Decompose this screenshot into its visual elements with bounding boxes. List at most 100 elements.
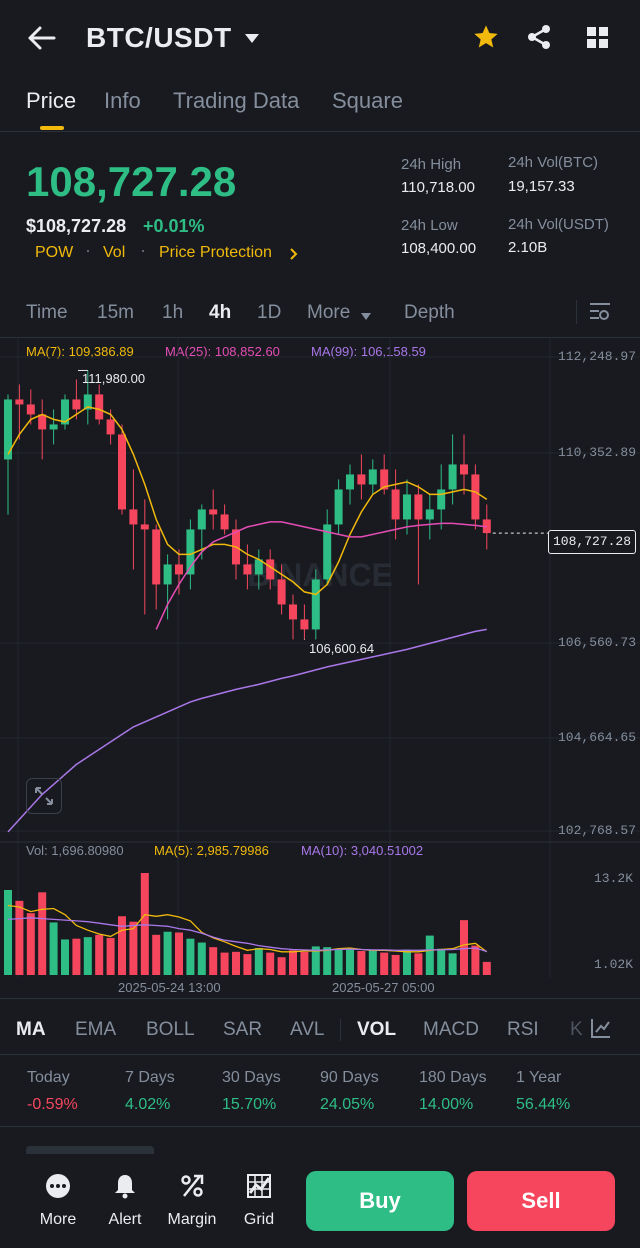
tag-pow[interactable]: POW bbox=[35, 244, 74, 261]
volume-bar bbox=[38, 892, 47, 975]
grid-button[interactable]: Grid bbox=[229, 1172, 289, 1229]
more-button[interactable]: More bbox=[28, 1172, 88, 1229]
volume-bar bbox=[175, 932, 183, 975]
grid-bot-icon bbox=[247, 1174, 271, 1198]
timeframe-1h[interactable]: 1h bbox=[162, 302, 184, 323]
ma7-line bbox=[7, 406, 488, 596]
more-dots-icon bbox=[46, 1174, 70, 1198]
more-dropdown-icon[interactable] bbox=[360, 308, 372, 326]
candle-body bbox=[72, 399, 81, 410]
chart-settings-icon[interactable] bbox=[589, 302, 611, 327]
alert-label: Alert bbox=[108, 1211, 142, 1228]
volume-bar bbox=[106, 937, 115, 975]
volume-bar bbox=[266, 952, 275, 975]
tab-price[interactable]: Price bbox=[26, 88, 77, 113]
vol-btc-value: 19,157.33 bbox=[508, 178, 575, 195]
low-value: 108,400.00 bbox=[401, 240, 477, 257]
ma25-line bbox=[155, 521, 487, 630]
candle-body bbox=[186, 529, 195, 575]
volume-bar bbox=[186, 938, 195, 975]
candle-body bbox=[266, 559, 275, 580]
candle-body bbox=[95, 394, 104, 420]
last-price: 108,727.28 bbox=[26, 158, 237, 205]
margin-button[interactable]: Margin bbox=[162, 1172, 222, 1229]
candle-body bbox=[448, 464, 457, 490]
grid-layout-icon[interactable] bbox=[586, 26, 610, 55]
candle-body bbox=[357, 474, 366, 485]
pair-dropdown-icon[interactable] bbox=[244, 32, 260, 50]
percent-icon bbox=[181, 1174, 204, 1197]
timeframe-4h[interactable]: 4h bbox=[209, 302, 232, 323]
volume-bar bbox=[277, 957, 286, 975]
volume-bar bbox=[83, 937, 92, 975]
chevron-right-icon[interactable] bbox=[289, 247, 299, 265]
margin-label: Margin bbox=[167, 1211, 217, 1228]
timeframe-1d[interactable]: 1D bbox=[257, 302, 282, 323]
candle-body bbox=[380, 469, 389, 490]
price-axis-label: 104,664.65 bbox=[558, 730, 637, 745]
candle-body bbox=[106, 419, 115, 435]
candle-body bbox=[403, 494, 411, 520]
volume-bar bbox=[163, 931, 172, 975]
volume-bar bbox=[95, 934, 104, 975]
candle-body bbox=[425, 509, 434, 520]
favorite-star-icon[interactable] bbox=[472, 23, 500, 56]
indicator-settings-icon[interactable] bbox=[590, 1017, 620, 1043]
sell-label: Sell bbox=[521, 1188, 561, 1213]
volume-bar bbox=[368, 950, 377, 975]
volume-axis-top: 13.2K bbox=[594, 871, 634, 886]
volume-bar bbox=[403, 949, 411, 975]
alert-button[interactable]: Alert bbox=[95, 1172, 155, 1229]
tab-info[interactable]: Info bbox=[104, 88, 141, 113]
buy-button[interactable]: Buy bbox=[306, 1171, 454, 1231]
indicator-avl[interactable]: AVL bbox=[290, 1019, 325, 1040]
candle-body bbox=[4, 399, 12, 460]
timeframe-time[interactable]: Time bbox=[26, 302, 68, 323]
indicator-ema[interactable]: EMA bbox=[75, 1019, 117, 1040]
volume-bar bbox=[482, 961, 491, 975]
volume-bar bbox=[425, 935, 434, 975]
vol-ma10-legend: MA(10): 3,040.51002 bbox=[301, 843, 424, 858]
sell-button[interactable]: Sell bbox=[467, 1171, 615, 1231]
grid-label: Grid bbox=[243, 1211, 275, 1228]
pair-title[interactable]: BTC/USDT bbox=[86, 22, 232, 53]
timeframe-15m[interactable]: 15m bbox=[97, 302, 134, 323]
candle-body bbox=[334, 489, 343, 525]
candle-body bbox=[346, 474, 354, 490]
volume-legend: Vol: 1,696.80980 bbox=[26, 843, 124, 858]
tab-square[interactable]: Square bbox=[332, 88, 403, 113]
tab-trading-data[interactable]: Trading Data bbox=[173, 88, 300, 113]
candle-body bbox=[220, 514, 229, 530]
indicator-divider bbox=[340, 1019, 341, 1041]
indicator-sar[interactable]: SAR bbox=[223, 1019, 263, 1040]
candle-body bbox=[163, 564, 172, 585]
indicator-rsi[interactable]: RSI bbox=[507, 1019, 539, 1040]
timeframe-depth[interactable]: Depth bbox=[404, 302, 455, 323]
low-marker-label: 106,600.64 bbox=[309, 641, 375, 656]
candle-body bbox=[311, 579, 320, 630]
high-label: 24h High bbox=[401, 156, 462, 173]
volume-bar bbox=[232, 951, 240, 975]
ma7-legend: MA(7): 109,386.89 bbox=[26, 344, 134, 359]
candle-body bbox=[38, 414, 47, 430]
timeframe-more[interactable]: More bbox=[307, 302, 351, 323]
back-arrow-icon[interactable] bbox=[26, 24, 56, 52]
candle-body bbox=[460, 464, 468, 475]
indicator-boll[interactable]: BOLL bbox=[146, 1019, 195, 1040]
price-axis-label: 112,248.97 bbox=[558, 349, 637, 364]
volume-bar bbox=[197, 942, 206, 975]
tag-vol[interactable]: Vol bbox=[103, 244, 126, 261]
candlestick-chart[interactable]: BINANCE bbox=[0, 338, 640, 988]
candle-body bbox=[61, 399, 69, 425]
indicator-ma[interactable]: MA bbox=[16, 1019, 46, 1040]
candle-body bbox=[49, 424, 58, 430]
share-icon[interactable] bbox=[526, 24, 552, 55]
tag-price-protection[interactable]: Price Protection bbox=[159, 244, 272, 261]
indicator-kdj[interactable]: K bbox=[570, 1019, 583, 1040]
indicator-macd[interactable]: MACD bbox=[423, 1019, 479, 1040]
indicator-vol[interactable]: VOL bbox=[357, 1019, 397, 1040]
expand-icon[interactable] bbox=[26, 778, 62, 814]
candle-body bbox=[209, 509, 218, 515]
candle-body bbox=[15, 399, 24, 405]
volume-bar bbox=[61, 939, 69, 975]
